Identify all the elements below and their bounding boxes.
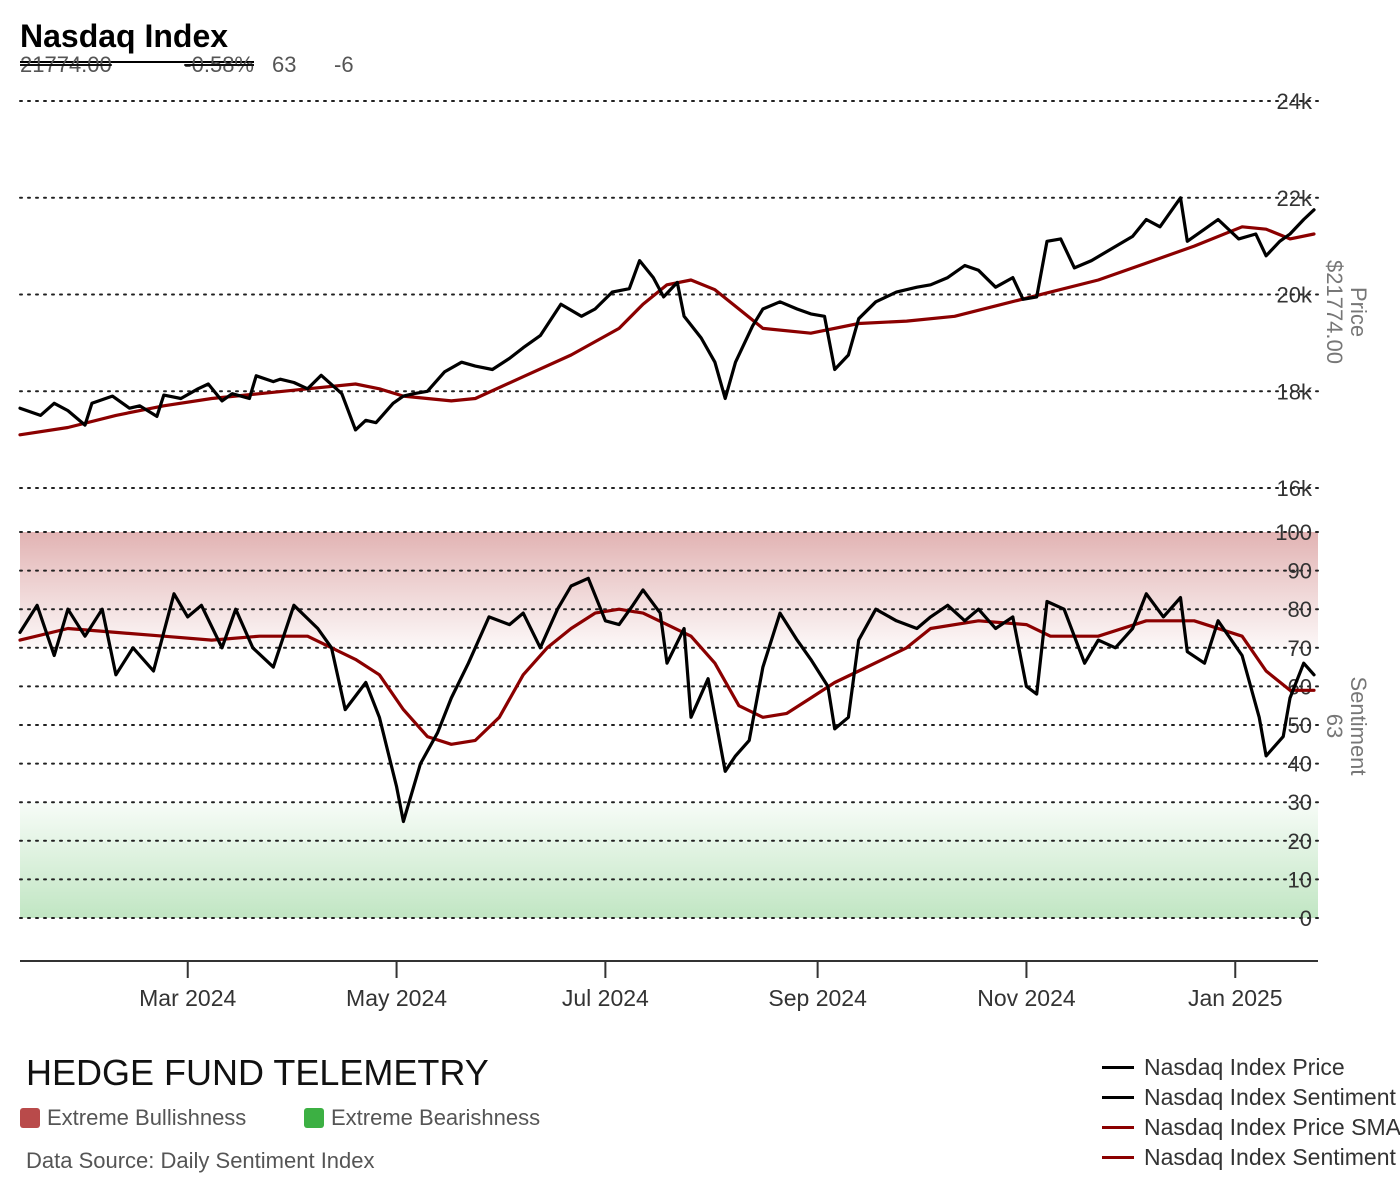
price-axis-label: Price $21774.00 (1322, 252, 1371, 372)
sentiment-tick-label: 90 (1288, 559, 1312, 584)
legend-label: Nasdaq Index Sentiment (1144, 1083, 1396, 1110)
price-line (18, 196, 1316, 432)
price-tick-label: 16k (1277, 476, 1313, 501)
series-legend: Nasdaq Index Price Nasdaq Index Sentimen… (1102, 1052, 1400, 1172)
data-source: Data Source: Daily Sentiment Index (26, 1148, 375, 1173)
price-sma-line (18, 225, 1316, 437)
sentiment-tick-label: 0 (1300, 906, 1312, 931)
price-tick-label: 24k (1277, 89, 1313, 114)
x-tick-label: Jul 2024 (562, 985, 649, 1011)
sentiment-sma-line (18, 607, 1316, 746)
bearish-swatch (304, 1108, 324, 1128)
sentiment-tick-label: 100 (1275, 520, 1312, 545)
legend-label: Nasdaq Index Price SMA (1144, 1113, 1400, 1140)
bearish-zone (20, 802, 1318, 918)
legend-label: Nasdaq Index Price (1144, 1053, 1345, 1080)
header-stats: 21774.00 -0.58% 63 -6 (20, 52, 354, 78)
legend-swatch (1102, 1095, 1134, 1099)
legend-item[interactable]: Nasdaq Index Price SMA (1102, 1112, 1400, 1142)
x-tick-label: Jan 2025 (1188, 985, 1283, 1011)
sentiment-tick-label: 10 (1288, 867, 1312, 892)
header-sentiment: 63 (272, 52, 297, 77)
chart-title: Nasdaq Index (20, 18, 229, 54)
price-axis-value: $21774.00 (1322, 260, 1347, 364)
key-bearish: Extreme Bearishness (304, 1105, 540, 1131)
x-tick-label: Nov 2024 (977, 985, 1076, 1011)
sentiment-line (18, 576, 1316, 824)
sentiment-tick-label: 80 (1288, 597, 1312, 622)
price-tick-label: 18k (1277, 379, 1313, 404)
sentiment-axis-title: Sentiment (1346, 676, 1371, 776)
bullish-zone (20, 532, 1318, 648)
legend-swatch (1102, 1125, 1134, 1129)
bullish-swatch (20, 1108, 40, 1128)
header-sentiment-change: -6 (334, 52, 354, 77)
sentiment-tick-label: 20 (1288, 829, 1312, 854)
legend-item[interactable]: Nasdaq Index Sentiment SMA (1102, 1142, 1400, 1172)
sentiment-axis-label: Sentiment 63 (1322, 676, 1371, 776)
key-bearish-label: Extreme Bearishness (331, 1105, 541, 1130)
legend-label: Nasdaq Index Sentiment SMA (1144, 1143, 1400, 1170)
legend-item[interactable]: Nasdaq Index Price (1102, 1052, 1400, 1082)
brand-name: HEDGE FUND TELEMETRY (26, 1052, 489, 1093)
x-tick-label: May 2024 (346, 985, 447, 1011)
header-price: 21774.00 (20, 52, 112, 77)
legend-swatch (1102, 1155, 1134, 1159)
x-tick-label: Sep 2024 (768, 985, 867, 1011)
sentiment-axis-value: 63 (1322, 713, 1347, 739)
x-tick-label: Mar 2024 (139, 985, 236, 1011)
legend-swatch (1102, 1065, 1134, 1069)
sentiment-tick-label: 50 (1288, 713, 1312, 738)
key-bullish-label: Extreme Bullishness (47, 1105, 247, 1130)
key-bullish: Extreme Bullishness (20, 1105, 246, 1131)
sentiment-tick-label: 70 (1288, 636, 1312, 661)
price-tick-label: 22k (1277, 186, 1313, 211)
legend-item[interactable]: Nasdaq Index Sentiment (1102, 1082, 1400, 1112)
price-tick-label: 20k (1277, 283, 1313, 308)
header-change-pct: -0.58% (184, 52, 254, 77)
title-underline (20, 61, 254, 63)
sentiment-tick-label: 40 (1288, 752, 1312, 777)
price-axis-title: Price (1346, 286, 1371, 338)
sentiment-tick-label: 30 (1288, 790, 1312, 815)
